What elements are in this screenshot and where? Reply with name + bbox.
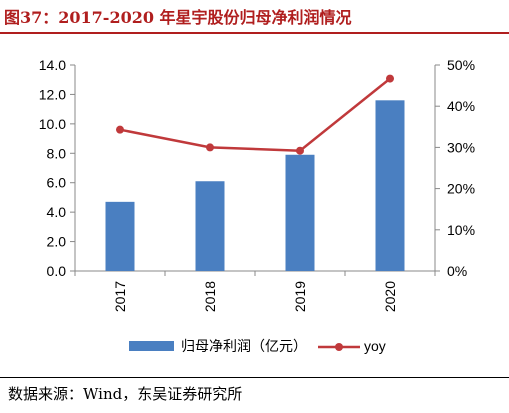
bar (195, 181, 225, 271)
right-axis-tick-label: 0% (447, 263, 467, 279)
bar (105, 201, 135, 271)
x-axis-category-label: 2020 (382, 281, 398, 312)
legend-label-bar: 归母净利润（亿元） (181, 338, 307, 354)
chart: 0.0 2.0 4.0 6.0 8.0 10.0 12.0 14.0 0% 10% 20% 30% 40… (39, 57, 475, 354)
source-divider (0, 377, 509, 378)
left-axis-tick-label: 12.0 (39, 86, 66, 102)
figure-title: 图37：2017-2020 年星宇股份归母净利润情况 (4, 8, 352, 27)
x-axis-category-label: 2017 (112, 281, 128, 312)
left-axis-tick-label: 14.0 (39, 57, 66, 73)
line-point (296, 146, 304, 155)
series-line-yoy (119, 77, 391, 152)
line-point (206, 143, 214, 152)
left-axis-tick-label: 10.0 (39, 116, 66, 132)
left-axis-tick-label: 0.0 (47, 263, 67, 279)
right-axis-tick-label: 40% (447, 98, 475, 114)
legend-swatch-bar (129, 341, 174, 351)
right-axis-tick-label: 50% (447, 57, 475, 73)
legend-label-line: yoy (364, 338, 386, 354)
left-axis-tick-label: 2.0 (47, 234, 67, 250)
x-axis-category-label: 2018 (202, 281, 218, 312)
left-axis-tick-label: 8.0 (47, 145, 67, 161)
left-axis-tick-label: 4.0 (47, 204, 67, 220)
line-point (386, 74, 394, 83)
title-divider (0, 32, 509, 34)
x-axis-category-label: 2019 (292, 281, 308, 312)
right-axis-tick-label: 20% (447, 181, 475, 197)
bar (285, 154, 315, 271)
right-axis-tick-label: 10% (447, 222, 475, 238)
line-point (116, 125, 124, 134)
left-axis-tick-label: 6.0 (47, 175, 67, 191)
bar (375, 100, 405, 271)
legend-swatch-marker (335, 343, 343, 351)
right-axis-tick-label: 30% (447, 139, 475, 155)
source-note: 数据来源：Wind，东吴证券研究所 (8, 385, 243, 403)
